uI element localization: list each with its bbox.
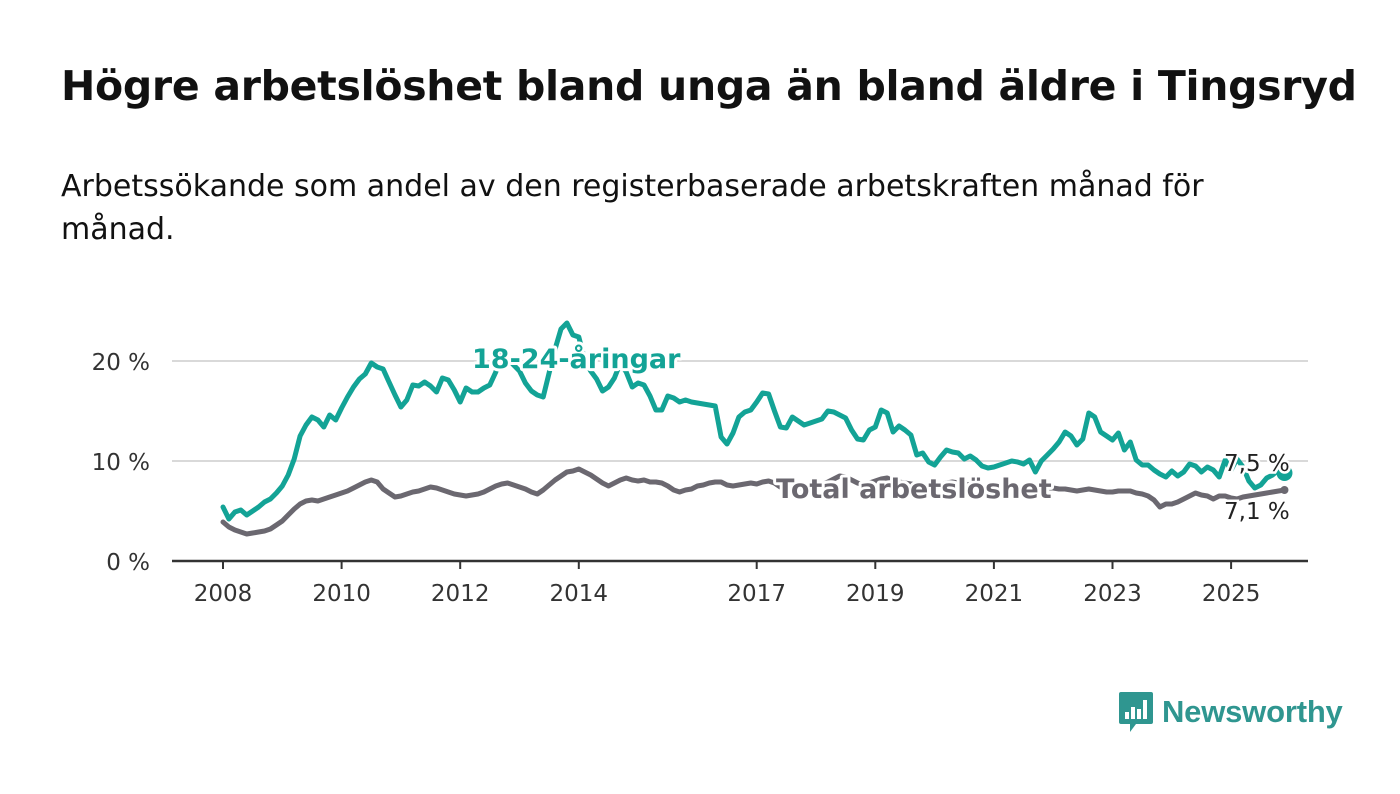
chart-title: Högre arbetslöshet bland unga än bland ä… (61, 62, 1357, 110)
newsworthy-logo-icon (1119, 692, 1153, 732)
x-tick-label: 2014 (550, 581, 609, 607)
x-tick-label: 2021 (965, 581, 1024, 607)
series-lines (220, 320, 1293, 537)
newsworthy-logo: Newsworthy (1118, 690, 1343, 734)
series-end-value-label-total: 7,1 % (1224, 499, 1290, 525)
series-name-label-total: Total arbetslöshet (776, 474, 1052, 505)
y-tick-label: 10 % (92, 450, 150, 476)
x-tick-label: 2019 (846, 581, 905, 607)
y-tick-label: 20 % (92, 350, 150, 376)
series-name-label-youth: 18-24-åringar (472, 343, 681, 375)
x-axis: 2008 2010 2012 2014 2017 2019 2021 2023 2025 (172, 559, 1308, 607)
x-tick-label: 2017 (727, 581, 786, 607)
gridlines (172, 360, 1308, 462)
y-tick-label: 0 % (106, 550, 150, 576)
series-end-marker-youth (1276, 465, 1293, 481)
brand-name: Newsworthy (1162, 694, 1343, 729)
series-line-youth (220, 320, 1287, 522)
series-end-value-label-youth: 7,5 % (1224, 451, 1290, 477)
y-axis-tick-labels: 0 % 10 % 20 % (92, 350, 150, 576)
x-tick-label: 2023 (1083, 581, 1142, 607)
x-tick-label: 2025 (1202, 581, 1261, 607)
x-tick-label: 2010 (312, 581, 371, 607)
series-labels: 18-24-åringar Total arbetslöshet 7,5 % 7,1 … (469, 340, 1292, 528)
series-end-marker-total (1280, 486, 1289, 494)
x-tick-label: 2012 (431, 581, 490, 607)
series-line-total (220, 466, 1287, 537)
chart-subtitle: Arbetssökande som andel av den registerb… (61, 169, 1204, 247)
x-tick-label: 2008 (194, 581, 253, 607)
